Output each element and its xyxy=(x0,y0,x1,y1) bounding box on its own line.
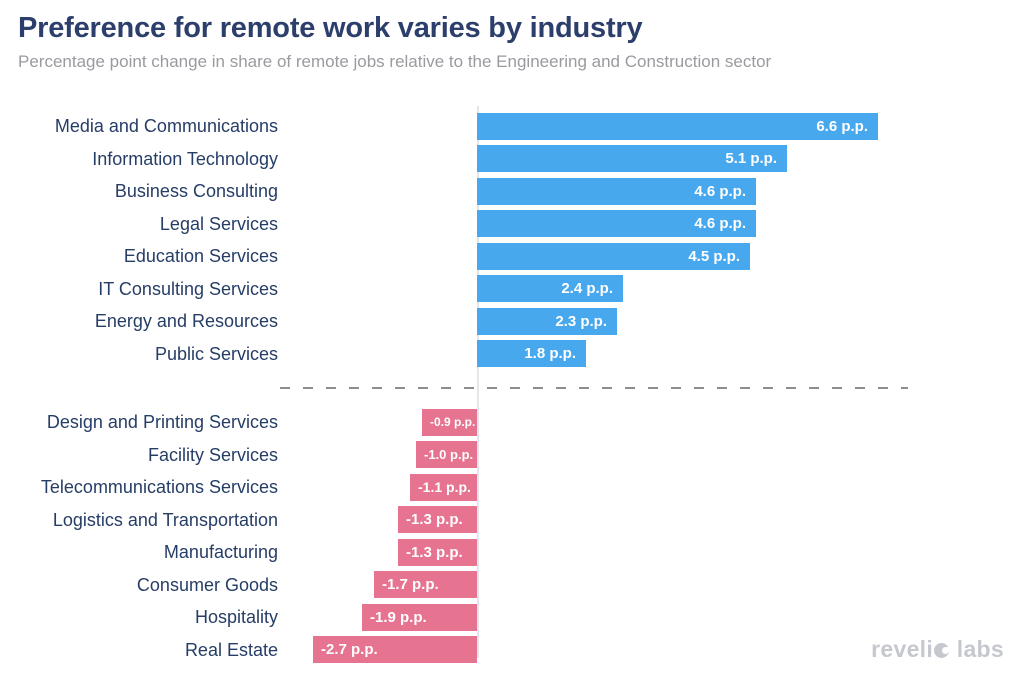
negative-bar: -1.3 p.p. xyxy=(398,538,477,566)
positive-bar: 4.5 p.p. xyxy=(477,242,750,270)
category-label: IT Consulting Services xyxy=(98,278,278,299)
bar-chart: Media and Communications 6.6 p.p. Informat… xyxy=(0,106,1024,666)
value-label: -1.9 p.p. xyxy=(370,608,427,626)
positive-bar: 1.8 p.p. xyxy=(477,340,586,368)
negative-bar: -1.1 p.p. xyxy=(410,473,477,501)
value-label: 1.8 p.p. xyxy=(524,345,576,363)
value-label: -0.9 p.p. xyxy=(430,415,476,430)
dashed-separator-line xyxy=(280,387,908,389)
bar-track: -1.9 p.p. xyxy=(280,601,1024,634)
value-label: -1.3 p.p. xyxy=(406,543,463,561)
positive-bar: 2.3 p.p. xyxy=(477,307,617,335)
negative-bar: -0.9 p.p. xyxy=(422,408,477,436)
zero-axis-line xyxy=(477,106,479,658)
chart-rows: Media and Communications 6.6 p.p. Informat… xyxy=(0,110,1024,666)
category-label: Telecommunications Services xyxy=(40,477,278,497)
bar-track: 6.6 p.p. xyxy=(280,110,1024,143)
bar-track: 4.5 p.p. xyxy=(280,240,1024,273)
value-label: 4.6 p.p. xyxy=(694,182,746,200)
positive-bar: 4.6 p.p. xyxy=(477,177,756,205)
category-label: Information Technology xyxy=(92,148,278,169)
negative-bar: -1.0 p.p. xyxy=(416,441,477,469)
category-label: Facility Services xyxy=(147,444,278,465)
bar-track: 4.6 p.p. xyxy=(280,208,1024,241)
bar-track: -1.1 p.p. xyxy=(280,471,1024,504)
chart-row: Logistics and Transportation -1.3 p.p. xyxy=(0,504,1024,537)
chart-row: Real Estate -2.7 p.p. xyxy=(0,634,1024,667)
chart-subtitle: Percentage point change in share of remo… xyxy=(18,52,772,71)
category-label: Manufacturing xyxy=(163,542,278,562)
chart-row: Information Technology 5.1 p.p. xyxy=(0,143,1024,176)
value-label: 4.6 p.p. xyxy=(694,215,746,233)
bar-track: -0.9 p.p. xyxy=(280,406,1024,439)
chart-row: Facility Services -1.0 p.p. xyxy=(0,439,1024,472)
value-label: 6.6 p.p. xyxy=(816,117,868,135)
negative-bar: -2.7 p.p. xyxy=(313,636,477,664)
bar-track: -1.0 p.p. xyxy=(280,439,1024,472)
droplet-circle-icon xyxy=(934,643,950,658)
chart-row: Telecommunications Services -1.1 p.p. xyxy=(0,471,1024,504)
bar-track: 2.4 p.p. xyxy=(280,273,1024,306)
value-label: 5.1 p.p. xyxy=(725,150,777,168)
category-label: Legal Services xyxy=(159,213,278,234)
positive-bar: 6.6 p.p. xyxy=(477,112,878,140)
category-label: Logistics and Transportation xyxy=(52,509,278,530)
chart-row: Consumer Goods -1.7 p.p. xyxy=(0,569,1024,602)
value-label: -1.3 p.p. xyxy=(406,511,463,529)
negative-bar: -1.3 p.p. xyxy=(398,506,477,534)
chart-row: IT Consulting Services 2.4 p.p. xyxy=(0,273,1024,306)
value-label: -1.1 p.p. xyxy=(418,479,471,496)
chart-row: Public Services 1.8 p.p. xyxy=(0,338,1024,371)
bar-track: -2.7 p.p. xyxy=(280,634,1024,667)
logo-text-right: labs xyxy=(956,636,1004,662)
value-label: -2.7 p.p. xyxy=(321,641,378,659)
category-label: Business Consulting xyxy=(114,181,278,201)
bar-track: 4.6 p.p. xyxy=(280,175,1024,208)
positive-bar: 4.6 p.p. xyxy=(477,210,756,238)
chart-row: Hospitality -1.9 p.p. xyxy=(0,601,1024,634)
bar-track: -1.7 p.p. xyxy=(280,569,1024,602)
bar-track: -1.3 p.p. xyxy=(280,504,1024,537)
value-label: -1.0 p.p. xyxy=(424,447,474,463)
category-label: Education Services xyxy=(123,246,278,266)
bar-track: 1.8 p.p. xyxy=(280,338,1024,371)
chart-row: Legal Services 4.6 p.p. xyxy=(0,208,1024,241)
category-label: Energy and Resources xyxy=(94,311,278,331)
logo-text-left: reveli xyxy=(871,636,934,662)
positive-bar: 2.4 p.p. xyxy=(477,275,623,303)
chart-row: Energy and Resources 2.3 p.p. xyxy=(0,305,1024,338)
category-label: Public Services xyxy=(154,343,278,364)
negative-bar: -1.9 p.p. xyxy=(362,603,477,631)
chart-row: Media and Communications 6.6 p.p. xyxy=(0,110,1024,143)
chart-row: Manufacturing -1.3 p.p. xyxy=(0,536,1024,569)
chart-row: Business Consulting 4.6 p.p. xyxy=(0,175,1024,208)
category-label: Real Estate xyxy=(184,639,278,660)
negative-bar: -1.7 p.p. xyxy=(374,571,477,599)
bar-track: 5.1 p.p. xyxy=(280,143,1024,176)
category-label: Consumer Goods xyxy=(136,574,278,595)
bar-track: 2.3 p.p. xyxy=(280,305,1024,338)
group-separator xyxy=(0,370,1024,406)
chart-row: Design and Printing Services -0.9 p.p. xyxy=(0,406,1024,439)
chart-title: Preference for remote work varies by ind… xyxy=(18,12,643,44)
category-label: Media and Communications xyxy=(54,116,278,136)
positive-bar: 5.1 p.p. xyxy=(477,145,787,173)
revelio-labs-logo: reveli labs xyxy=(871,636,1004,663)
value-label: 2.4 p.p. xyxy=(561,280,613,298)
chart-row: Education Services 4.5 p.p. xyxy=(0,240,1024,273)
value-label: -1.7 p.p. xyxy=(382,576,439,594)
value-label: 4.5 p.p. xyxy=(688,247,740,265)
category-label: Hospitality xyxy=(194,607,278,627)
category-label: Design and Printing Services xyxy=(46,412,278,432)
bar-track: -1.3 p.p. xyxy=(280,536,1024,569)
value-label: 2.3 p.p. xyxy=(555,312,607,330)
